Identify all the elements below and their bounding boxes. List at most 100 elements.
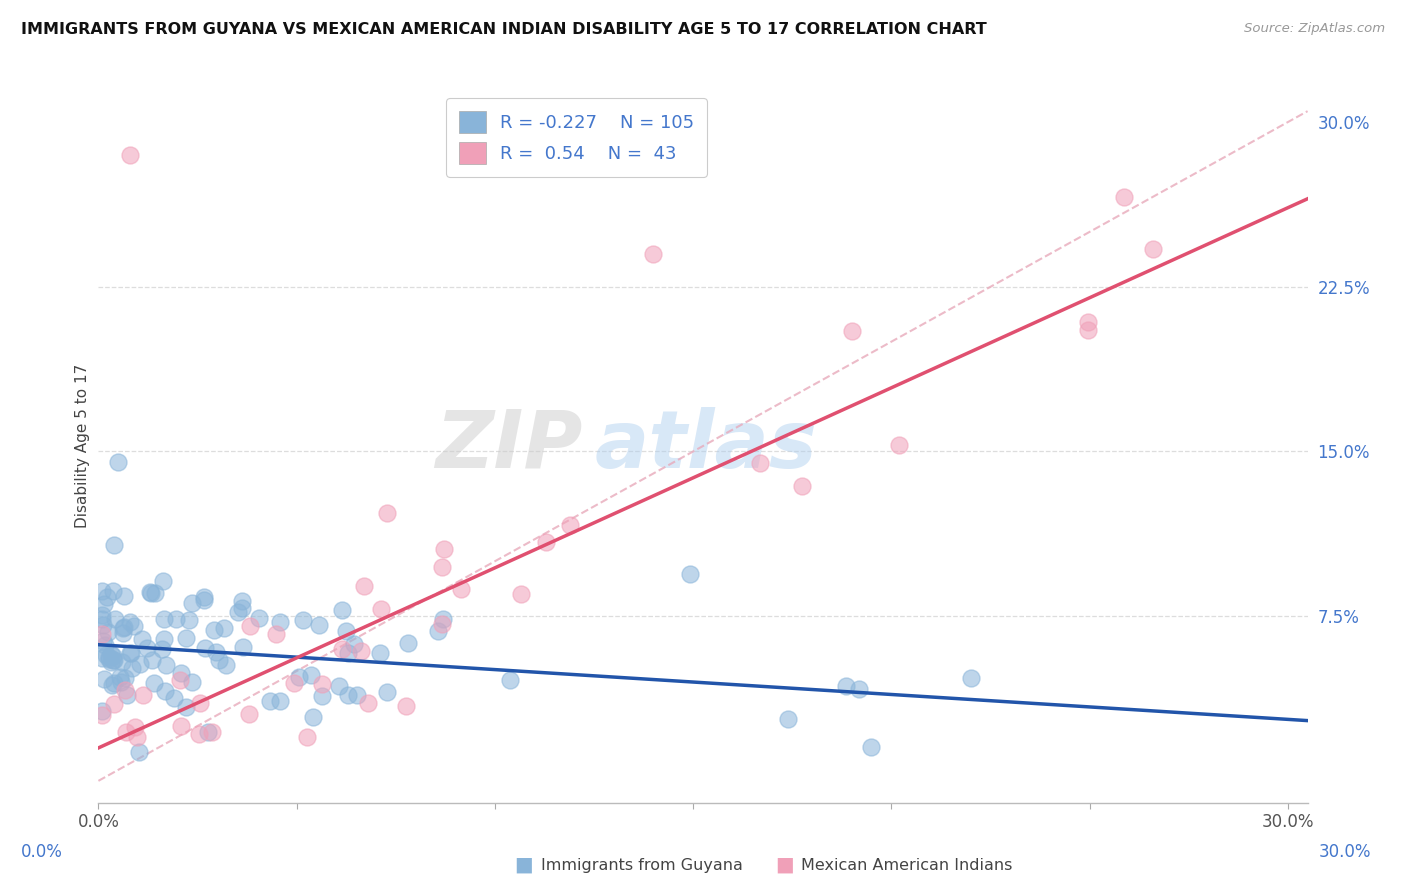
Point — [94, 638, 117, 652]
Text: ZIP: ZIP — [434, 407, 582, 485]
Point — [100, 656, 122, 670]
Point — [139, 585, 162, 599]
Point — [118, 646, 141, 660]
Point — [122, 618, 145, 632]
Point — [91, 612, 114, 626]
Point — [180, 597, 202, 611]
Point — [128, 657, 150, 671]
Point — [643, 247, 665, 261]
Point — [128, 745, 150, 759]
Point — [181, 674, 204, 689]
Point — [132, 688, 155, 702]
Point — [112, 620, 135, 634]
Point — [104, 612, 127, 626]
Point — [177, 613, 200, 627]
Point — [335, 624, 357, 639]
Point — [103, 676, 125, 690]
Point — [103, 538, 125, 552]
Point — [558, 517, 581, 532]
Point — [170, 665, 193, 680]
Point — [120, 615, 142, 630]
Text: Mexican American Indians: Mexican American Indians — [801, 858, 1012, 872]
Point — [101, 583, 124, 598]
Point — [194, 641, 217, 656]
Point — [450, 582, 472, 596]
Point — [115, 688, 138, 702]
Point — [169, 719, 191, 733]
Point — [396, 636, 419, 650]
Point — [835, 679, 858, 693]
Point — [231, 601, 253, 615]
Point — [91, 650, 114, 665]
Point — [97, 624, 120, 639]
Point — [330, 603, 353, 617]
Point — [308, 618, 330, 632]
Point — [96, 590, 118, 604]
Point — [108, 670, 131, 684]
Point — [792, 479, 814, 493]
Point — [112, 589, 135, 603]
Point — [357, 697, 380, 711]
Point — [111, 655, 134, 669]
Point — [302, 710, 325, 724]
Point — [432, 611, 454, 625]
Point — [112, 621, 135, 635]
Text: atlas: atlas — [595, 407, 817, 485]
Point — [208, 653, 231, 667]
Point — [114, 682, 136, 697]
Point — [174, 631, 197, 645]
Point — [336, 688, 359, 702]
Point — [155, 657, 177, 672]
Point — [193, 591, 215, 605]
Point — [91, 704, 114, 718]
Point — [370, 602, 392, 616]
Point — [101, 648, 124, 663]
Point — [139, 586, 162, 600]
Point — [264, 627, 287, 641]
Point — [350, 644, 373, 658]
Point — [749, 457, 772, 471]
Point — [93, 597, 115, 611]
Point — [91, 583, 114, 598]
Point — [143, 585, 166, 599]
Point — [283, 675, 305, 690]
Point — [214, 621, 236, 635]
Point — [91, 627, 114, 641]
Point — [188, 727, 211, 741]
Point — [94, 648, 117, 663]
Point — [103, 653, 125, 667]
Point — [100, 647, 122, 661]
Text: ▪: ▪ — [773, 851, 794, 880]
Point — [430, 560, 453, 574]
Point — [91, 607, 114, 622]
Point — [269, 694, 291, 708]
Point — [291, 613, 314, 627]
Point — [121, 661, 143, 675]
Point — [433, 541, 456, 556]
Point — [1077, 315, 1099, 329]
Point — [328, 679, 350, 693]
Point — [152, 574, 174, 589]
Point — [152, 642, 174, 657]
Point — [239, 619, 262, 633]
Point — [98, 649, 121, 664]
Point — [226, 605, 249, 619]
Point — [841, 324, 863, 338]
Point — [778, 712, 800, 726]
Point — [111, 625, 134, 640]
Point — [1142, 242, 1164, 256]
Point — [311, 676, 333, 690]
Point — [107, 455, 129, 469]
Point — [205, 645, 228, 659]
Point — [346, 688, 368, 702]
Point — [368, 647, 391, 661]
Point — [91, 618, 114, 632]
Point — [124, 720, 146, 734]
Text: Source: ZipAtlas.com: Source: ZipAtlas.com — [1244, 22, 1385, 36]
Point — [679, 566, 702, 581]
Point — [499, 673, 522, 687]
Point — [152, 612, 174, 626]
Point — [141, 652, 163, 666]
Point — [165, 612, 187, 626]
Point — [395, 698, 418, 713]
